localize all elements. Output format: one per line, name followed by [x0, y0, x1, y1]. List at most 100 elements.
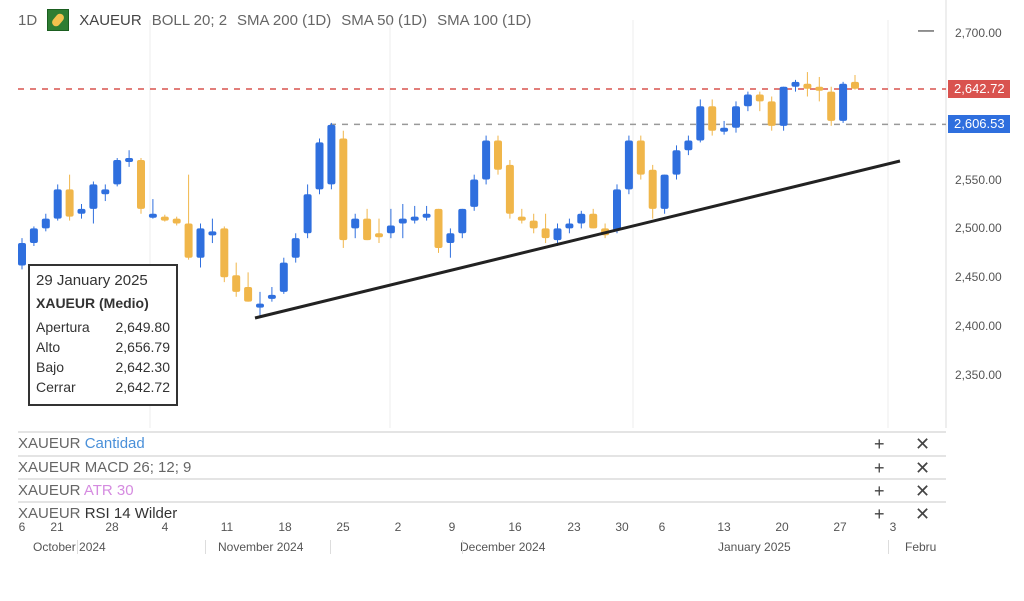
candle[interactable]	[386, 208, 395, 239]
candle[interactable]	[398, 203, 407, 239]
candle[interactable]	[529, 213, 538, 234]
y-tick-label: 2,400.00	[955, 319, 1002, 334]
candle[interactable]	[41, 213, 50, 232]
candle[interactable]	[113, 158, 122, 187]
candle[interactable]	[196, 223, 205, 268]
close-icon[interactable]: ✕	[915, 434, 931, 454]
candle[interactable]	[720, 120, 729, 135]
candle[interactable]	[101, 184, 110, 202]
date-axis[interactable]: 6 21 28 4 11 18 25 2 9 16 23 30 6 13 20 27 3	[0, 520, 1024, 540]
candle[interactable]	[648, 164, 657, 219]
candle[interactable]	[208, 218, 217, 244]
candle[interactable]	[851, 75, 859, 90]
candle[interactable]	[65, 174, 74, 221]
pane-volume[interactable]: XAUEUR Cantidad + ✕	[18, 431, 946, 455]
pane-atr[interactable]: XAUEUR ATR 30 + ✕	[18, 478, 946, 502]
candle[interactable]	[220, 226, 229, 283]
candle[interactable]	[148, 199, 157, 219]
candle[interactable]	[184, 174, 193, 260]
candle[interactable]	[624, 135, 633, 195]
candle[interactable]	[351, 213, 360, 239]
candle[interactable]	[684, 135, 693, 156]
candle[interactable]	[137, 158, 145, 214]
candle[interactable]	[18, 238, 26, 270]
symbol-label[interactable]: XAUEUR	[79, 11, 142, 29]
candle[interactable]	[315, 138, 324, 195]
candle-body	[494, 140, 502, 170]
candle[interactable]	[482, 135, 491, 185]
pane-symbol: XAUEUR	[18, 482, 81, 499]
candle[interactable]	[303, 184, 312, 239]
candle[interactable]	[708, 99, 717, 136]
close-icon[interactable]: ✕	[915, 481, 931, 501]
close-icon[interactable]: ✕	[915, 458, 931, 478]
candle[interactable]	[339, 130, 348, 248]
add-icon[interactable]: +	[874, 481, 885, 501]
candle[interactable]	[256, 291, 264, 317]
candle[interactable]	[232, 262, 241, 297]
candle[interactable]	[446, 228, 455, 258]
candle[interactable]	[267, 287, 276, 302]
candle[interactable]	[827, 86, 836, 126]
indicator-boll[interactable]: BOLL 20; 2	[151, 11, 228, 29]
x-tick-label: 27	[833, 520, 847, 534]
candle[interactable]	[839, 81, 848, 123]
row-label: Alto	[36, 339, 61, 355]
candle[interactable]	[422, 205, 431, 221]
candle[interactable]	[458, 208, 467, 239]
candle[interactable]	[172, 216, 181, 226]
candle[interactable]	[505, 160, 514, 219]
candle[interactable]	[363, 208, 372, 241]
candle[interactable]	[89, 181, 98, 224]
candle[interactable]	[291, 233, 300, 263]
candle[interactable]	[589, 208, 598, 229]
candle[interactable]	[803, 72, 812, 97]
candle[interactable]	[327, 122, 336, 190]
pane-macd[interactable]: XAUEUR MACD 26; 12; 9 + ✕	[18, 455, 946, 479]
add-icon[interactable]: +	[874, 504, 885, 524]
pane-rsi[interactable]: XAUEUR RSI 14 Wilder + ✕	[18, 501, 946, 525]
candle[interactable]	[743, 91, 752, 112]
candle[interactable]	[636, 135, 645, 180]
candle[interactable]	[565, 218, 574, 234]
collapse-button[interactable]: —	[918, 22, 934, 39]
candle[interactable]	[279, 257, 288, 294]
candle[interactable]	[517, 208, 526, 224]
indicator-sma100[interactable]: SMA 100 (1D)	[437, 11, 532, 29]
interval-label[interactable]: 1D	[18, 11, 38, 29]
candle[interactable]	[660, 174, 669, 214]
candle[interactable]	[755, 91, 764, 112]
candle-body	[743, 94, 752, 107]
candle[interactable]	[577, 210, 586, 229]
add-icon[interactable]: +	[874, 458, 885, 478]
candle[interactable]	[613, 184, 621, 234]
candle[interactable]	[470, 174, 479, 211]
candle[interactable]	[672, 145, 681, 180]
candle[interactable]	[541, 213, 550, 244]
candle[interactable]	[29, 226, 38, 246]
candle[interactable]	[375, 218, 383, 244]
candle[interactable]	[244, 272, 253, 302]
x-tick-label: 23	[567, 520, 581, 534]
candle[interactable]	[494, 135, 502, 175]
candle[interactable]	[53, 184, 62, 221]
candle[interactable]	[767, 96, 776, 131]
candle[interactable]	[696, 99, 705, 143]
candle[interactable]	[160, 214, 169, 222]
candle[interactable]	[410, 205, 419, 224]
candle[interactable]	[77, 203, 86, 219]
close-icon[interactable]: ✕	[915, 504, 931, 524]
price-chart[interactable]	[0, 0, 1024, 430]
candle[interactable]	[791, 79, 800, 92]
trendline[interactable]	[254, 159, 901, 320]
candle[interactable]	[434, 208, 443, 253]
indicator-sma200[interactable]: SMA 200 (1D)	[237, 11, 332, 29]
candle[interactable]	[779, 86, 788, 131]
indicator-sma50[interactable]: SMA 50 (1D)	[341, 11, 428, 29]
candle[interactable]	[815, 76, 824, 102]
candle[interactable]	[553, 223, 562, 246]
candle[interactable]	[732, 101, 740, 133]
candle[interactable]	[125, 150, 134, 167]
add-icon[interactable]: +	[874, 434, 885, 454]
candle-body	[517, 216, 526, 221]
